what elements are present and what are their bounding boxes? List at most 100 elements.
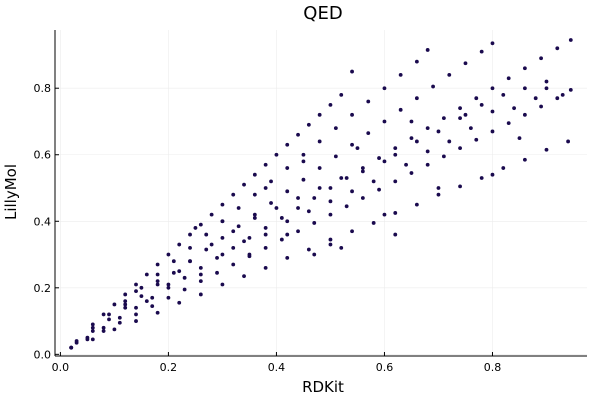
scatter-point: [166, 282, 171, 287]
scatter-point: [220, 236, 225, 240]
axes: 0.0 0.2 0.4 0.6 0.8 0.0 0.2 0.4 0.6 0.8: [34, 30, 587, 374]
scatter-point: [171, 259, 176, 264]
scatter-point: [344, 204, 349, 209]
scatter-point: [171, 270, 176, 275]
scatter-point: [209, 242, 214, 247]
scatter-point: [188, 232, 192, 237]
scatter-point: [350, 112, 354, 117]
scatter-point: [393, 179, 398, 184]
scatter-point: [101, 312, 106, 317]
scatter-point: [458, 116, 462, 121]
y-tick-label: 0.2: [34, 282, 52, 295]
scatter-point: [350, 142, 354, 147]
scatter-point: [263, 265, 268, 270]
scatter-point: [112, 327, 117, 332]
scatter-point: [301, 159, 306, 164]
scatter-point: [501, 92, 506, 97]
scatter-point: [522, 66, 527, 71]
scatter-point: [328, 102, 333, 107]
scatter-point: [414, 96, 419, 101]
scatter-point: [155, 272, 160, 277]
x-tick-label: 0.0: [52, 361, 70, 374]
scatter-point: [431, 84, 435, 89]
scatter-point: [269, 179, 273, 184]
scatter-point: [263, 245, 268, 250]
scatter-point: [533, 96, 538, 101]
scatter-point: [512, 106, 516, 111]
scatter-point: [360, 169, 365, 174]
y-axis-title: LillyMol: [2, 164, 20, 220]
scatter-point: [301, 177, 306, 182]
x-tick-label: 0.6: [376, 361, 394, 374]
scatter-point: [414, 139, 419, 144]
scatter-point: [393, 211, 398, 215]
scatter-point: [490, 41, 495, 46]
scatter-point: [306, 247, 311, 252]
y-tick-label: 0.8: [34, 82, 52, 95]
scatter-point: [134, 289, 138, 294]
scatter-point: [285, 189, 290, 194]
scatter-point: [393, 152, 398, 157]
scatter-point: [231, 262, 236, 267]
x-tick-label: 0.2: [160, 361, 178, 374]
scatter-point: [568, 38, 573, 42]
scatter-point: [220, 282, 225, 287]
scatter-point: [123, 302, 128, 307]
scatter-point: [501, 166, 506, 170]
scatter-point: [242, 274, 246, 279]
scatter-point: [414, 202, 419, 207]
scatter-point: [506, 121, 511, 126]
scatter-point: [436, 129, 441, 134]
scatter-point: [209, 212, 214, 217]
scatter-point: [123, 299, 128, 304]
scatter-point: [339, 176, 344, 180]
scatter-point: [155, 282, 160, 287]
scatter-point: [107, 317, 111, 322]
scatter-point: [285, 142, 290, 147]
y-tick-label: 0.6: [34, 149, 52, 162]
scatter-point: [398, 73, 403, 77]
scatter-point: [220, 202, 225, 207]
scatter-point: [328, 212, 333, 217]
scatter-point: [382, 212, 387, 217]
scatter-point: [555, 96, 560, 101]
scatter-point: [544, 147, 549, 152]
scatter-point: [247, 236, 252, 240]
scatter-point: [560, 92, 565, 97]
scatter-point: [90, 322, 95, 327]
x-axis-title: RDKit: [302, 378, 344, 396]
scatter-point: [398, 107, 403, 112]
scatter-point: [544, 86, 549, 91]
scatter-point: [317, 139, 322, 144]
scatter-point: [441, 154, 446, 159]
scatter-point: [506, 76, 511, 81]
scatter-point: [204, 247, 209, 252]
scatter-point: [425, 48, 430, 52]
scatter-point: [123, 292, 128, 297]
scatter-point: [366, 99, 371, 104]
scatter-point: [198, 265, 203, 270]
scatter-point: [252, 216, 257, 220]
scatter-point: [312, 196, 317, 200]
scatter-point: [328, 199, 333, 204]
scatter-point: [490, 129, 495, 134]
scatter-point: [69, 345, 74, 350]
chart-title: QED: [303, 3, 342, 24]
scatter-point: [123, 305, 128, 310]
scatter-point: [458, 184, 462, 189]
scatter-point: [355, 146, 360, 150]
scatter-point: [436, 192, 441, 197]
scatter-point: [409, 119, 414, 124]
scatter-point: [182, 275, 187, 280]
scatter-point: [360, 166, 365, 170]
scatter-point: [350, 189, 354, 194]
scatter-point: [285, 166, 290, 170]
scatter-point: [479, 49, 484, 54]
scatter-point: [139, 294, 144, 299]
scatter-point: [150, 304, 155, 309]
scatter-point: [344, 176, 349, 180]
scatter-point: [436, 186, 441, 190]
scatter-point: [339, 245, 344, 250]
scatter-point: [393, 232, 398, 237]
